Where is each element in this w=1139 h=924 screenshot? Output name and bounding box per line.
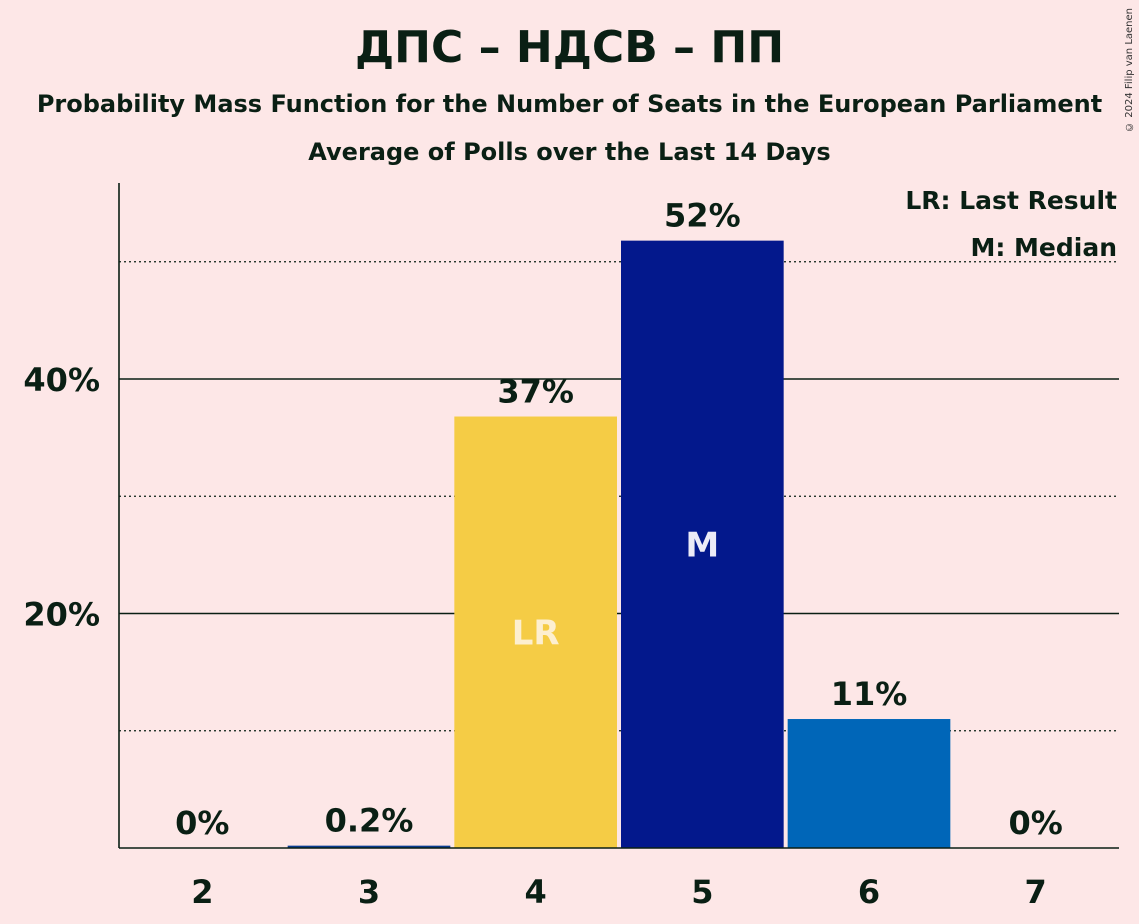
bar-value-label: 52% [664,197,741,235]
x-tick-label: 3 [358,873,380,911]
bar-marker-label: LR [512,613,560,653]
bar-value-label: 11% [831,675,908,713]
bar [621,240,784,848]
y-tick-label: 20% [23,596,100,634]
bar [454,416,617,848]
chart-subtitle: Probability Mass Function for the Number… [36,90,1103,118]
bar-marker-label: M [685,525,719,565]
x-tick-label: 6 [858,873,880,911]
bar-value-label: 0% [175,804,229,842]
bar-value-label: 0.2% [325,802,414,840]
y-tick-label: 40% [23,361,100,399]
x-tick-label: 4 [525,873,547,911]
chart-title: ДПС – НДСВ – ПП [354,22,785,73]
bar-value-label: 0% [1009,804,1063,842]
bar [287,845,451,848]
chart-subtitle-period: Average of Polls over the Last 14 Days [308,138,831,166]
x-tick-label: 7 [1025,873,1047,911]
bar-value-label: 37% [497,373,574,411]
x-tick-label: 5 [691,873,713,911]
legend-median: M: Median [970,233,1117,262]
legend-last-result: LR: Last Result [905,186,1117,215]
bar [787,719,951,848]
x-tick-label: 2 [191,873,213,911]
